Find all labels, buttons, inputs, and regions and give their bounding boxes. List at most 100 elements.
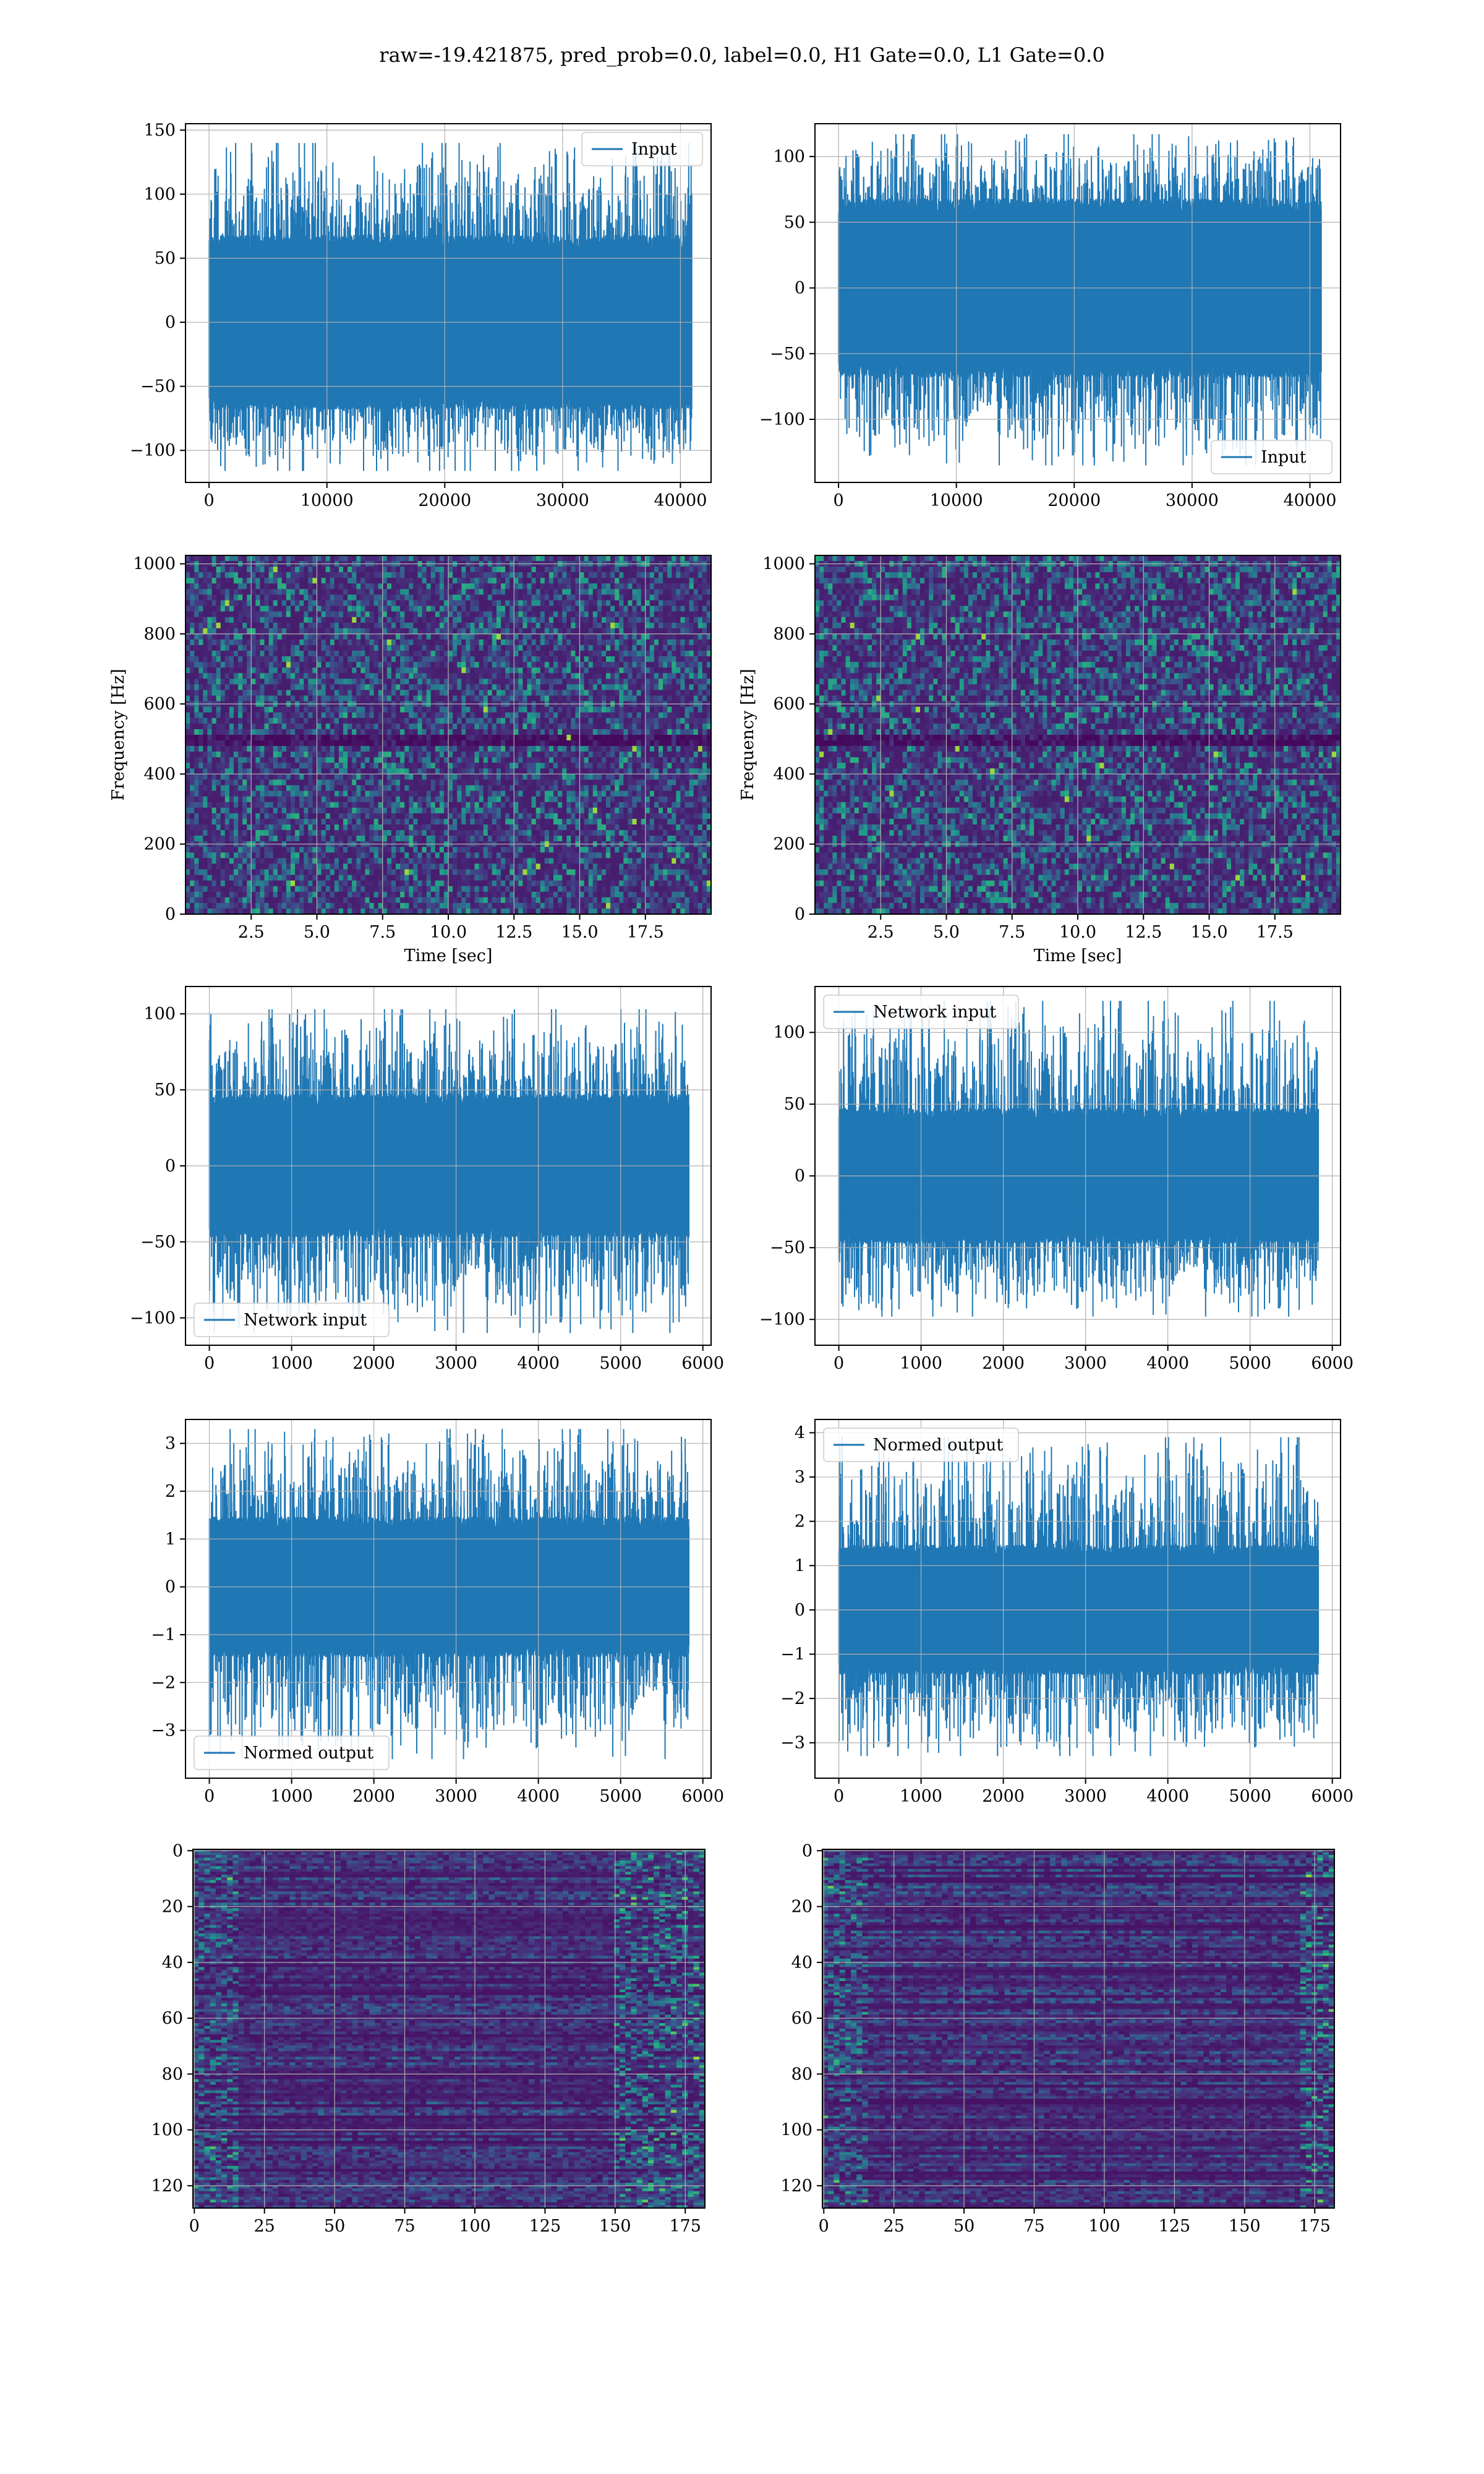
features-right-ytick-label: 40 bbox=[791, 1953, 812, 1972]
normed-output-right-plot bbox=[815, 1419, 1341, 1778]
network-input-left-legend: Network input bbox=[194, 1303, 390, 1337]
spectrogram-left-xtick-label: 7.5 bbox=[369, 923, 396, 942]
spectrogram-right-ytick-label: 200 bbox=[773, 835, 805, 854]
network-input-left-xtick-label: 5000 bbox=[599, 1354, 642, 1373]
network-input-left-ytick-label: 50 bbox=[155, 1081, 176, 1100]
features-right-plot bbox=[822, 1849, 1334, 2208]
normed-output-left-plot bbox=[186, 1419, 711, 1778]
input-left-axes: 0 10000 20000 30000 40000 −100 −50 0 50 100 150 Inp… bbox=[130, 121, 712, 510]
input-left-xtick-label: 30000 bbox=[536, 491, 589, 510]
spectrogram-right-xtick-label: 7.5 bbox=[999, 923, 1025, 942]
spectrogram-right-ytick-label: 600 bbox=[773, 695, 805, 714]
spectrogram-left-ylabel: Frequency [Hz] bbox=[109, 669, 128, 800]
input-right-axes: 0 10000 20000 30000 40000 −100 −50 0 50 100 Input bbox=[759, 123, 1341, 510]
input-left-xtick-label: 40000 bbox=[654, 491, 707, 510]
network-input-right-ytick-label: 0 bbox=[795, 1166, 805, 1186]
features-left-xtick-label: 75 bbox=[394, 2217, 415, 2236]
network-input-right-plot bbox=[815, 987, 1341, 1345]
normed-output-left-xtick-label: 0 bbox=[204, 1787, 215, 1806]
features-right-xtick-label: 150 bbox=[1229, 2217, 1261, 2236]
network-input-left-xtick-label: 2000 bbox=[352, 1354, 395, 1373]
network-input-right-xtick-label: 5000 bbox=[1229, 1354, 1271, 1373]
input-left-ytick-label: −50 bbox=[140, 377, 176, 396]
spectrogram-right-xlabel: Time [sec] bbox=[1034, 946, 1122, 965]
input-right-ytick-label: −50 bbox=[770, 345, 805, 364]
spectrogram-left-frame bbox=[185, 555, 712, 915]
features-left-frame bbox=[192, 1849, 706, 2209]
normed-output-right-xtick-label: 2000 bbox=[982, 1787, 1025, 1806]
normed-output-left-xtick-label: 2000 bbox=[352, 1787, 395, 1806]
input-right-xtick-label: 40000 bbox=[1283, 491, 1336, 510]
input-right-legend: Input bbox=[1211, 440, 1333, 474]
input-right-xtick-label: 20000 bbox=[1047, 491, 1101, 510]
features-left-ytick-label: 80 bbox=[162, 2065, 183, 2084]
features-right-xtick-label: 175 bbox=[1298, 2217, 1331, 2236]
features-left-xtick-label: 25 bbox=[254, 2217, 275, 2236]
input-right-ytick-label: 50 bbox=[784, 213, 805, 232]
features-left-plot bbox=[193, 1849, 705, 2208]
normed-output-left-ytick-label: 0 bbox=[165, 1578, 176, 1597]
network-input-left-frame bbox=[185, 986, 712, 1346]
input-right-frame bbox=[814, 123, 1341, 483]
normed-output-left-ytick-label: −1 bbox=[151, 1625, 176, 1645]
network-input-left-ytick-label: −100 bbox=[130, 1309, 176, 1328]
features-left-xtick-label: 125 bbox=[529, 2217, 561, 2236]
input-left-ytick-label: 0 bbox=[165, 313, 176, 332]
spectrogram-left-xtick-label: 5.0 bbox=[304, 923, 330, 942]
spectrogram-left-ytick-label: 400 bbox=[143, 764, 176, 784]
features-right-xtick-label: 50 bbox=[953, 2217, 974, 2236]
spectrogram-left-xtick-label: 10.0 bbox=[430, 923, 467, 942]
normed-output-right-legend: Normed output bbox=[823, 1427, 1019, 1462]
normed-output-left-legend-label: Normed output bbox=[244, 1744, 373, 1763]
input-right-ytick-label: −100 bbox=[759, 410, 805, 429]
features-right-ytick-label: 0 bbox=[802, 1841, 812, 1860]
features-right-xtick-label: 75 bbox=[1023, 2217, 1044, 2236]
network-input-left-ytick-label: −50 bbox=[140, 1233, 176, 1252]
features-left-cells bbox=[193, 1849, 705, 2208]
network-input-left-ytick-label: 100 bbox=[143, 1004, 176, 1024]
features-right-ytick-label: 20 bbox=[791, 1898, 812, 1917]
normed-output-left-ytick-label: 2 bbox=[165, 1482, 176, 1501]
normed-output-right-xtick-label: 6000 bbox=[1311, 1787, 1354, 1806]
features-left-ytick-label: 120 bbox=[151, 2177, 183, 2196]
spectrogram-left-axes: 2.5 5.0 7.5 10.0 12.5 15.0 17.5 0 200 400 600 800 10… bbox=[109, 555, 712, 965]
spectrogram-right-ytick-label: 400 bbox=[773, 764, 805, 784]
input-right-xtick-label: 10000 bbox=[930, 491, 983, 510]
features-left-xtick-label: 50 bbox=[324, 2217, 345, 2236]
normed-output-left-xtick-label: 5000 bbox=[599, 1787, 642, 1806]
network-input-left-xtick-label: 6000 bbox=[681, 1354, 724, 1373]
input-right-xtick-label: 0 bbox=[834, 491, 844, 510]
normed-output-right-legend-label: Normed output bbox=[873, 1436, 1003, 1455]
spectrogram-right-plot bbox=[815, 555, 1341, 914]
normed-output-left-ytick-label: 1 bbox=[165, 1530, 176, 1549]
normed-output-right-xtick-label: 1000 bbox=[900, 1787, 942, 1806]
normed-output-left-legend: Normed output bbox=[194, 1736, 390, 1770]
spectrogram-right-xtick-label: 10.0 bbox=[1059, 923, 1096, 942]
normed-output-left-xtick-label: 6000 bbox=[681, 1787, 724, 1806]
normed-output-right-ytick-label: 0 bbox=[795, 1601, 805, 1620]
features-left-xtick-label: 0 bbox=[189, 2217, 200, 2236]
network-input-left-xtick-label: 1000 bbox=[270, 1354, 313, 1373]
normed-output-left-xtick-label: 4000 bbox=[517, 1787, 560, 1806]
normed-output-left-axes: 0 1000 2000 3000 4000 5000 6000 −3 −2 −1 0 1 2 3 Norme… bbox=[151, 1419, 724, 1806]
normed-output-right-axes: 0 1000 2000 3000 4000 5000 6000 −3 −2 −1 0 1 2 3 4 Norm… bbox=[780, 1419, 1354, 1806]
input-left-legend: Input bbox=[581, 132, 703, 166]
normed-output-left-ytick-label: −3 bbox=[151, 1721, 176, 1740]
input-left-xtick-label: 10000 bbox=[301, 491, 354, 510]
spectrogram-right-ylabel: Frequency [Hz] bbox=[738, 669, 757, 800]
spectrogram-right-xtick-label: 12.5 bbox=[1125, 923, 1162, 942]
input-left-ytick-label: 150 bbox=[143, 121, 176, 140]
features-left-xtick-label: 100 bbox=[459, 2217, 491, 2236]
network-input-right-xtick-label: 2000 bbox=[982, 1354, 1025, 1373]
input-right-ytick-label: 100 bbox=[773, 147, 805, 166]
features-left-xtick-label: 150 bbox=[599, 2217, 631, 2236]
spectrogram-left-xtick-label: 17.5 bbox=[627, 923, 664, 942]
input-left-ytick-label: −100 bbox=[130, 441, 176, 460]
normed-output-right-xtick-label: 5000 bbox=[1229, 1787, 1271, 1806]
features-left-ytick-label: 20 bbox=[162, 1898, 183, 1917]
features-left-axes: 0 25 50 75 100 125 150 175 0 20 40 60 80 100 120 bbox=[151, 1841, 706, 2236]
normed-output-right-xtick-label: 4000 bbox=[1146, 1787, 1189, 1806]
spectrogram-left-ytick-label: 800 bbox=[143, 625, 176, 644]
network-input-right-xtick-label: 4000 bbox=[1146, 1354, 1189, 1373]
